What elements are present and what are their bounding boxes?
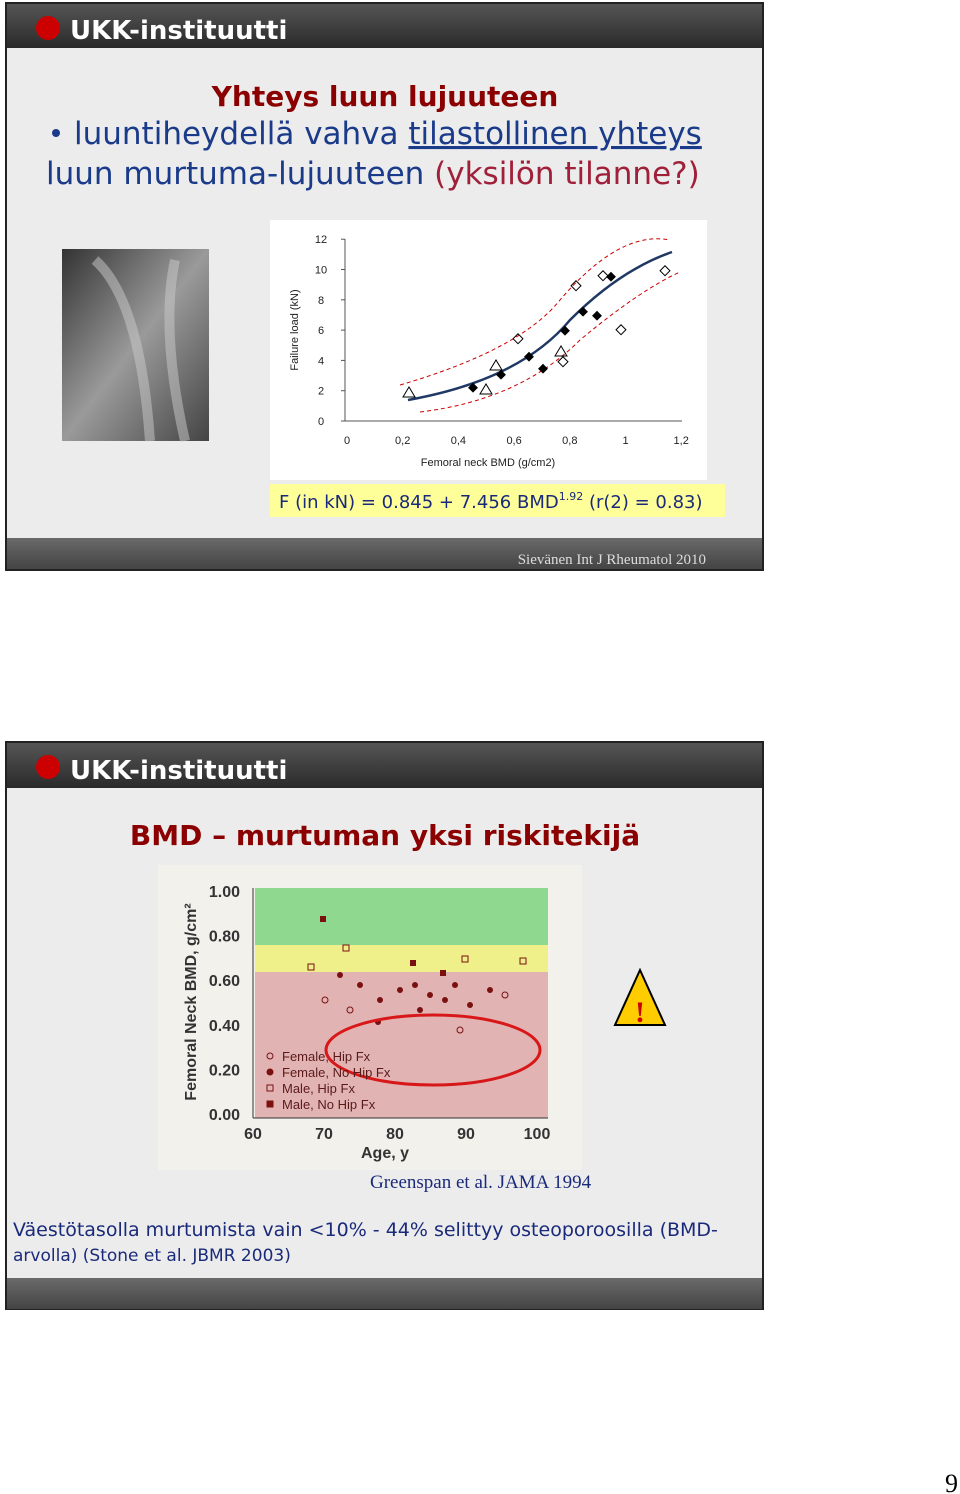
legend-entry: Male, Hip Fx (282, 1081, 355, 1096)
y-tick-label: 1.00 (209, 884, 240, 901)
points (468, 271, 616, 393)
x-tick-label: 60 (244, 1126, 262, 1143)
y-axis-title: Failure load (kN) (289, 289, 301, 370)
formula-box (270, 484, 725, 517)
band-osteopenia (255, 945, 548, 972)
legend-marker (266, 1068, 274, 1076)
x-tick-label: 0,8 (562, 435, 577, 447)
logo: UKK-instituutti (70, 16, 287, 46)
source: Sievänen Int J Rheumatol 2010 (518, 552, 706, 568)
footer-bar (7, 1278, 762, 1309)
y-tick-label: 10 (315, 265, 327, 277)
slide-title: Yhteys luun lujuuteen (211, 80, 559, 113)
bullet-paren: (yksilön tilanne?) (434, 156, 700, 192)
y-tick-label: 0.60 (209, 973, 240, 990)
formula-rest: (r(2) = 0.83) (589, 492, 703, 513)
x-tick-label: 70 (315, 1126, 333, 1143)
bmd-figure: 0.00 0.20 0.40 0.60 0.80 1.00 60 70 80 90 100 Femor… (183, 884, 550, 1162)
band-normal (255, 888, 548, 945)
points (402, 265, 671, 398)
y-tick-label: 0 (318, 416, 324, 428)
x-tick-label: 0,6 (506, 435, 521, 447)
x-tick-label: 1 (622, 435, 628, 447)
y-tick-label: 0.00 (209, 1107, 240, 1124)
formula-main: F (in kN) = 0.845 + 7.456 BMD (279, 492, 559, 513)
y-axis-title: Femoral Neck BMD, g/cm² (183, 903, 200, 1100)
legend-entry: Female, Hip Fx (282, 1049, 371, 1064)
formula-sup: 1.92 (559, 490, 584, 503)
warning-mark: ! (635, 996, 645, 1029)
y-tick-label: 4 (318, 355, 324, 367)
legend-marker (266, 1084, 274, 1092)
legend-entry: Female, No Hip Fx (282, 1065, 391, 1080)
slide: UKK-instituutti BMD – murtuman yksi risk… (5, 741, 764, 1310)
figure-bg (270, 220, 707, 480)
y-tick-label: 0.80 (209, 929, 240, 946)
points (320, 916, 493, 1025)
legend-entry: Male, No Hip Fx (282, 1097, 376, 1112)
xray-bone (91, 256, 190, 443)
slide-title: BMD – murtuman yksi riskitekijä (130, 819, 640, 852)
logo-icon (36, 755, 60, 779)
x-tick-label: 100 (524, 1126, 551, 1143)
x-tick-label: 0,2 (395, 435, 410, 447)
scatter-figure: 0 2 4 6 8 10 12 0 0,2 0,4 0,6 0,8 1 1,2 Failure load (… (289, 234, 689, 469)
bullet-part: luun murtuma-lujuuteen (46, 156, 424, 192)
x-axis-title: Age, y (361, 1145, 409, 1162)
y-tick-label: 2 (318, 386, 324, 398)
ci-curve (419, 271, 681, 413)
x-tick-label: 1,2 (674, 435, 689, 447)
footer-bar (7, 538, 762, 569)
logo: UKK-instituutti (70, 756, 287, 786)
note-line: arvolla) (Stone et al. JBMR 2003) (13, 1246, 291, 1266)
y-tick-label: 0.20 (209, 1062, 240, 1079)
formula: F (in kN) = 0.845 + 7.456 BMD1.92 (r(2) … (279, 490, 703, 513)
warning-icon (613, 967, 667, 1026)
header-bar (7, 4, 762, 48)
x-tick-label: 0 (344, 435, 350, 447)
citation: Greenspan et al. JAMA 1994 (370, 1172, 592, 1193)
points (307, 944, 527, 1034)
y-tick-label: 8 (318, 295, 324, 307)
y-tick-label: 0.40 (209, 1018, 240, 1035)
y-tick-label: 12 (315, 234, 327, 246)
bullet-line: luun murtuma-lujuuteen (yksilön tilanne?… (46, 156, 700, 192)
ci-curve (399, 238, 671, 386)
legend-marker (266, 1052, 274, 1060)
bullet-part: luuntiheydellä vahva (74, 116, 399, 152)
bullet-text: luuntiheydellä vahva tilastollinen yhtey… (74, 116, 702, 152)
header-bar (7, 743, 762, 788)
y-tick-label: 6 (318, 325, 324, 337)
x-axis-title: Femoral neck BMD (g/cm2) (421, 457, 555, 469)
legend-marker (266, 1100, 274, 1108)
highlight-ellipse (324, 1013, 542, 1087)
x-tick-label: 0,4 (451, 435, 466, 447)
x-tick-label: 80 (386, 1126, 404, 1143)
slide: UKK-instituutti Yhteys luun lujuuteen lu… (5, 2, 764, 571)
fit-curve (407, 250, 673, 402)
bullet-dot (52, 129, 60, 137)
bullet-link: tilastollinen yhteys (408, 116, 701, 152)
page-number: 9 (945, 1469, 958, 1494)
band-osteoporosis (255, 972, 548, 1118)
x-tick-label: 90 (457, 1126, 475, 1143)
logo-icon (36, 16, 60, 40)
note-line: Väestötasolla murtumista vain <10% - 44%… (13, 1219, 718, 1241)
